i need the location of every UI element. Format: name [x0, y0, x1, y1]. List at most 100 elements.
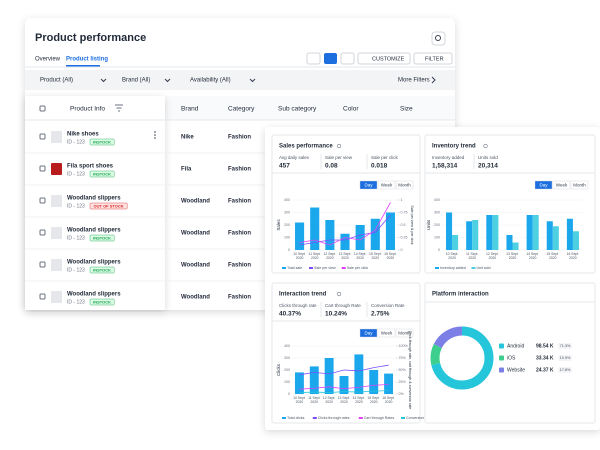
y-tick-label: 0 — [288, 248, 290, 252]
y2-tick-label: 50% — [399, 368, 407, 372]
y-tick-label: 300 — [284, 210, 290, 214]
share-label: 10.9% — [560, 356, 571, 360]
bar — [339, 376, 349, 394]
brand: Woodland — [181, 263, 210, 269]
legend-swatch — [309, 267, 313, 269]
y2-tick-label: 0% — [399, 392, 405, 396]
brand: Fila — [181, 167, 192, 173]
x-tick-label: 11 Sept 2020 — [309, 252, 321, 260]
filter-button[interactable] — [413, 52, 453, 65]
column-header: Brand — [181, 106, 199, 113]
bar — [512, 242, 519, 250]
tab-active[interactable]: Product listing — [66, 57, 108, 63]
tab[interactable]: Overview — [35, 57, 61, 63]
bar — [486, 215, 493, 250]
y-tick-label: 0 — [288, 392, 290, 396]
period-button[interactable] — [377, 180, 396, 190]
card-title: Platform interaction — [432, 292, 489, 298]
x-tick-label: 16 Sept 2020 — [384, 252, 397, 260]
status-badge — [89, 234, 115, 242]
category: Fashion — [228, 263, 251, 269]
metric-value: 2.75% — [371, 311, 390, 318]
x-tick-label: 14 Sept 2020 — [353, 396, 366, 404]
status: INSTOCK — [93, 299, 111, 304]
search-button[interactable] — [431, 31, 446, 46]
view-button-active[interactable] — [324, 53, 337, 64]
period-button[interactable] — [359, 180, 378, 190]
legend-swatch — [282, 267, 286, 269]
donut-segment — [430, 326, 494, 390]
filter[interactable]: Brand (All) — [122, 78, 150, 84]
legend-swatch — [312, 417, 317, 419]
period-button[interactable] — [395, 328, 414, 338]
view-button[interactable] — [340, 52, 355, 65]
checkbox — [39, 165, 46, 172]
product-id: ID - 123 — [67, 171, 85, 177]
y2-tick-label: 75% — [399, 356, 407, 360]
brand: Nike — [181, 135, 194, 141]
bar — [472, 220, 479, 250]
period-button[interactable] — [552, 180, 571, 190]
checkbox[interactable] — [39, 105, 46, 112]
metric-value: 0.018 — [371, 163, 388, 170]
legend-dot — [499, 367, 504, 373]
y-tick-label: 100 — [284, 235, 290, 239]
filter[interactable]: Availability (All) — [190, 78, 231, 84]
y2-tick-label: 0.5 — [401, 223, 406, 227]
x-tick-label: 13 Sept 2020 — [339, 252, 352, 260]
y2-tick-label: 1 — [401, 198, 403, 202]
y-tick-label: 0 — [438, 248, 440, 252]
period-button[interactable] — [534, 180, 553, 190]
sort-icon[interactable] — [115, 104, 123, 112]
product-image — [51, 163, 62, 175]
more-filters[interactable]: More Filters — [398, 78, 430, 84]
period-label: Day — [364, 330, 373, 335]
y2-axis-label: Sale per view & per click — [410, 205, 414, 244]
y-axis-label: Clicks — [276, 363, 281, 376]
status: INSTOCK — [93, 267, 111, 272]
bar — [325, 220, 335, 250]
period-button[interactable] — [359, 328, 378, 338]
card-title: Inventory trend — [432, 144, 476, 150]
x-tick-label: 15 Sept 2020 — [369, 252, 382, 260]
metric-label: Avg daily sales — [279, 155, 310, 160]
line — [299, 202, 391, 246]
status-badge — [89, 138, 115, 146]
bar — [384, 373, 394, 394]
product-image — [51, 259, 62, 271]
x-tick-label: 12 Sept 2020 — [324, 252, 337, 260]
y-tick-label: 100 — [434, 235, 440, 239]
bar — [532, 215, 539, 250]
view-button[interactable] — [306, 52, 321, 65]
button-label: CUSTOMIZE — [372, 56, 405, 62]
bar — [324, 358, 334, 394]
x-tick-label: 12 Sept 2020 — [486, 252, 499, 260]
column-header: Sub category — [278, 106, 317, 113]
filter[interactable]: Product (All) — [40, 78, 73, 84]
info-icon — [337, 143, 342, 149]
status-badge — [89, 170, 115, 178]
period-button[interactable] — [395, 180, 414, 190]
customize-button[interactable] — [357, 52, 411, 65]
x-tick-label: 12 Sept 2020 — [323, 396, 336, 404]
category: Fashion — [228, 231, 251, 237]
product-id: ID - 123 — [67, 139, 85, 145]
checkbox — [39, 133, 46, 140]
y-tick-label: 400 — [434, 198, 440, 202]
bar — [340, 233, 350, 250]
product-name: Woodland slippers — [67, 260, 121, 266]
period-button[interactable] — [570, 180, 589, 190]
period-button[interactable] — [377, 328, 396, 338]
column-header: Color — [343, 106, 359, 113]
metric-value: 1,58,314 — [432, 163, 458, 170]
page-title: Product performance — [35, 32, 146, 44]
share-pill — [558, 343, 572, 349]
product-image — [51, 195, 62, 207]
kebab[interactable] — [154, 131, 156, 133]
y2-tick-label: 100% — [399, 344, 409, 348]
bar — [466, 221, 473, 250]
period-label: Week — [381, 182, 393, 187]
bar — [295, 222, 305, 250]
legend-label: Cart through Rates — [364, 416, 395, 420]
search-icon — [435, 35, 441, 41]
